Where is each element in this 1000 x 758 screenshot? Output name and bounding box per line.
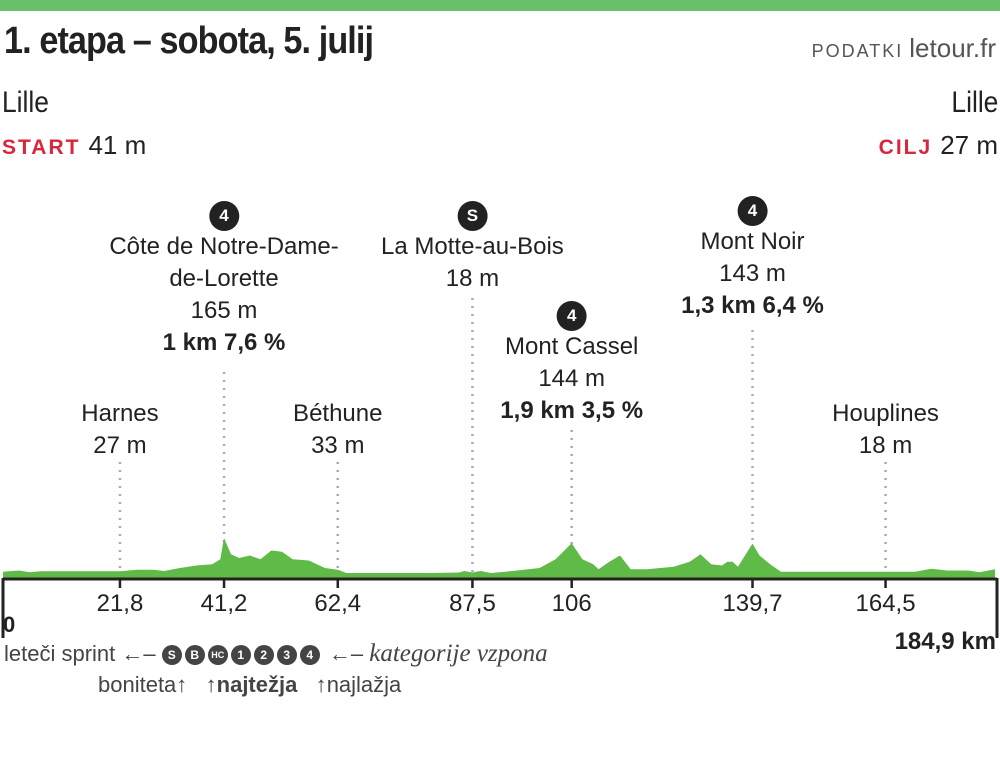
elevation-profile	[3, 538, 995, 578]
point-mont-noir: 4 Mont Noir 143 m 1,3 km 6,4 %	[681, 193, 824, 322]
legend-badge-1: 1	[230, 645, 251, 666]
start-tag: START	[2, 136, 81, 159]
legend-badge-4: 4	[299, 645, 320, 666]
climb-stats: 1,3 km 6,4 %	[681, 292, 824, 319]
climb-stats: 1 km 7,6 %	[162, 329, 286, 356]
source-name: letour.fr	[909, 33, 996, 63]
category-4-badge: 4	[737, 196, 768, 226]
point-elevation: 144 m	[538, 365, 606, 392]
axis-start-label: 0	[3, 612, 16, 637]
source-label: PODATKI	[811, 41, 904, 61]
km-tick-label: 21,8	[96, 590, 144, 617]
finish-elevation: 27 m	[940, 130, 998, 160]
category-4-badge: 4	[556, 301, 587, 331]
point-bethune: Béthune 33 m	[293, 398, 382, 462]
finish-tag: CILJ	[878, 136, 933, 159]
finish-info: CILJ 27 m	[879, 130, 998, 161]
legend-categories: kategorije vzpona	[369, 640, 548, 667]
km-tick-label: 62,4	[314, 590, 362, 617]
point-name: Béthune	[293, 400, 383, 427]
point-notre-dame-de-lorette: 4 Côte de Notre-Dame- de-Lorette 165 m 1…	[109, 198, 339, 359]
legend-hardest: najtežja	[216, 672, 298, 697]
point-name-line2: de-Lorette	[169, 265, 279, 292]
axis-end-label: 184,9 km	[894, 628, 996, 655]
legend: leteči sprint ←– S B HC 1 2 3 4 ←– kategorije …	[4, 640, 548, 667]
point-name: Mont Cassel	[504, 333, 639, 360]
legend-badge-2: 2	[253, 645, 274, 666]
point-houplines: Houplines 18 m	[832, 398, 939, 462]
legend-badge-3: 3	[276, 645, 297, 666]
point-name: Mont Noir	[700, 228, 805, 255]
legend-bonus: boniteta	[98, 672, 177, 697]
point-name: Côte de Notre-Dame-	[109, 233, 339, 260]
start-info: START 41 m	[2, 130, 146, 161]
legend-badge-hc: HC	[207, 645, 228, 666]
point-elevation: 33 m	[311, 432, 365, 459]
page-title: 1. etapa – sobota, 5. julij	[4, 20, 374, 62]
point-name: Houplines	[832, 400, 939, 427]
km-tick-label: 164,5	[855, 590, 916, 617]
km-tick-label: 87,5	[449, 590, 496, 617]
category-4-badge: 4	[209, 201, 240, 231]
km-tick-label: 139,7	[722, 590, 783, 617]
point-elevation: 27 m	[93, 432, 147, 459]
source: PODATKI letour.fr	[812, 33, 996, 64]
point-elevation: 143 m	[719, 260, 786, 287]
start-city: Lille	[2, 86, 49, 119]
start-elevation: 41 m	[88, 130, 147, 160]
legend-badge-bonus: B	[184, 645, 205, 666]
point-name: La Motte-au-Bois	[381, 233, 564, 260]
point-name: Harnes	[81, 400, 159, 427]
legend-notes: boniteta↑ ↑najtežja ↑najlažja	[98, 672, 402, 697]
point-elevation: 18 m	[445, 265, 500, 292]
sprint-badge: S	[457, 201, 488, 231]
km-tick-label: 41,2	[200, 590, 248, 617]
climb-stats: 1,9 km 3,5 %	[500, 397, 644, 424]
finish-city: Lille	[951, 86, 998, 119]
point-harnes: Harnes 27 m	[81, 398, 158, 462]
legend-sprint: leteči sprint	[4, 641, 116, 666]
legend-badge-sprint: S	[161, 645, 182, 666]
km-tick-label: 106	[551, 590, 592, 617]
point-elevation: 165 m	[190, 297, 258, 324]
point-elevation: 18 m	[858, 432, 913, 459]
point-la-motte-au-bois: S La Motte-au-Bois 18 m	[381, 198, 564, 295]
accent-bar	[0, 0, 1000, 11]
legend-easiest: najlažja	[326, 672, 402, 697]
point-mont-cassel: 4 Mont Cassel 144 m 1,9 km 3,5 %	[500, 298, 643, 427]
